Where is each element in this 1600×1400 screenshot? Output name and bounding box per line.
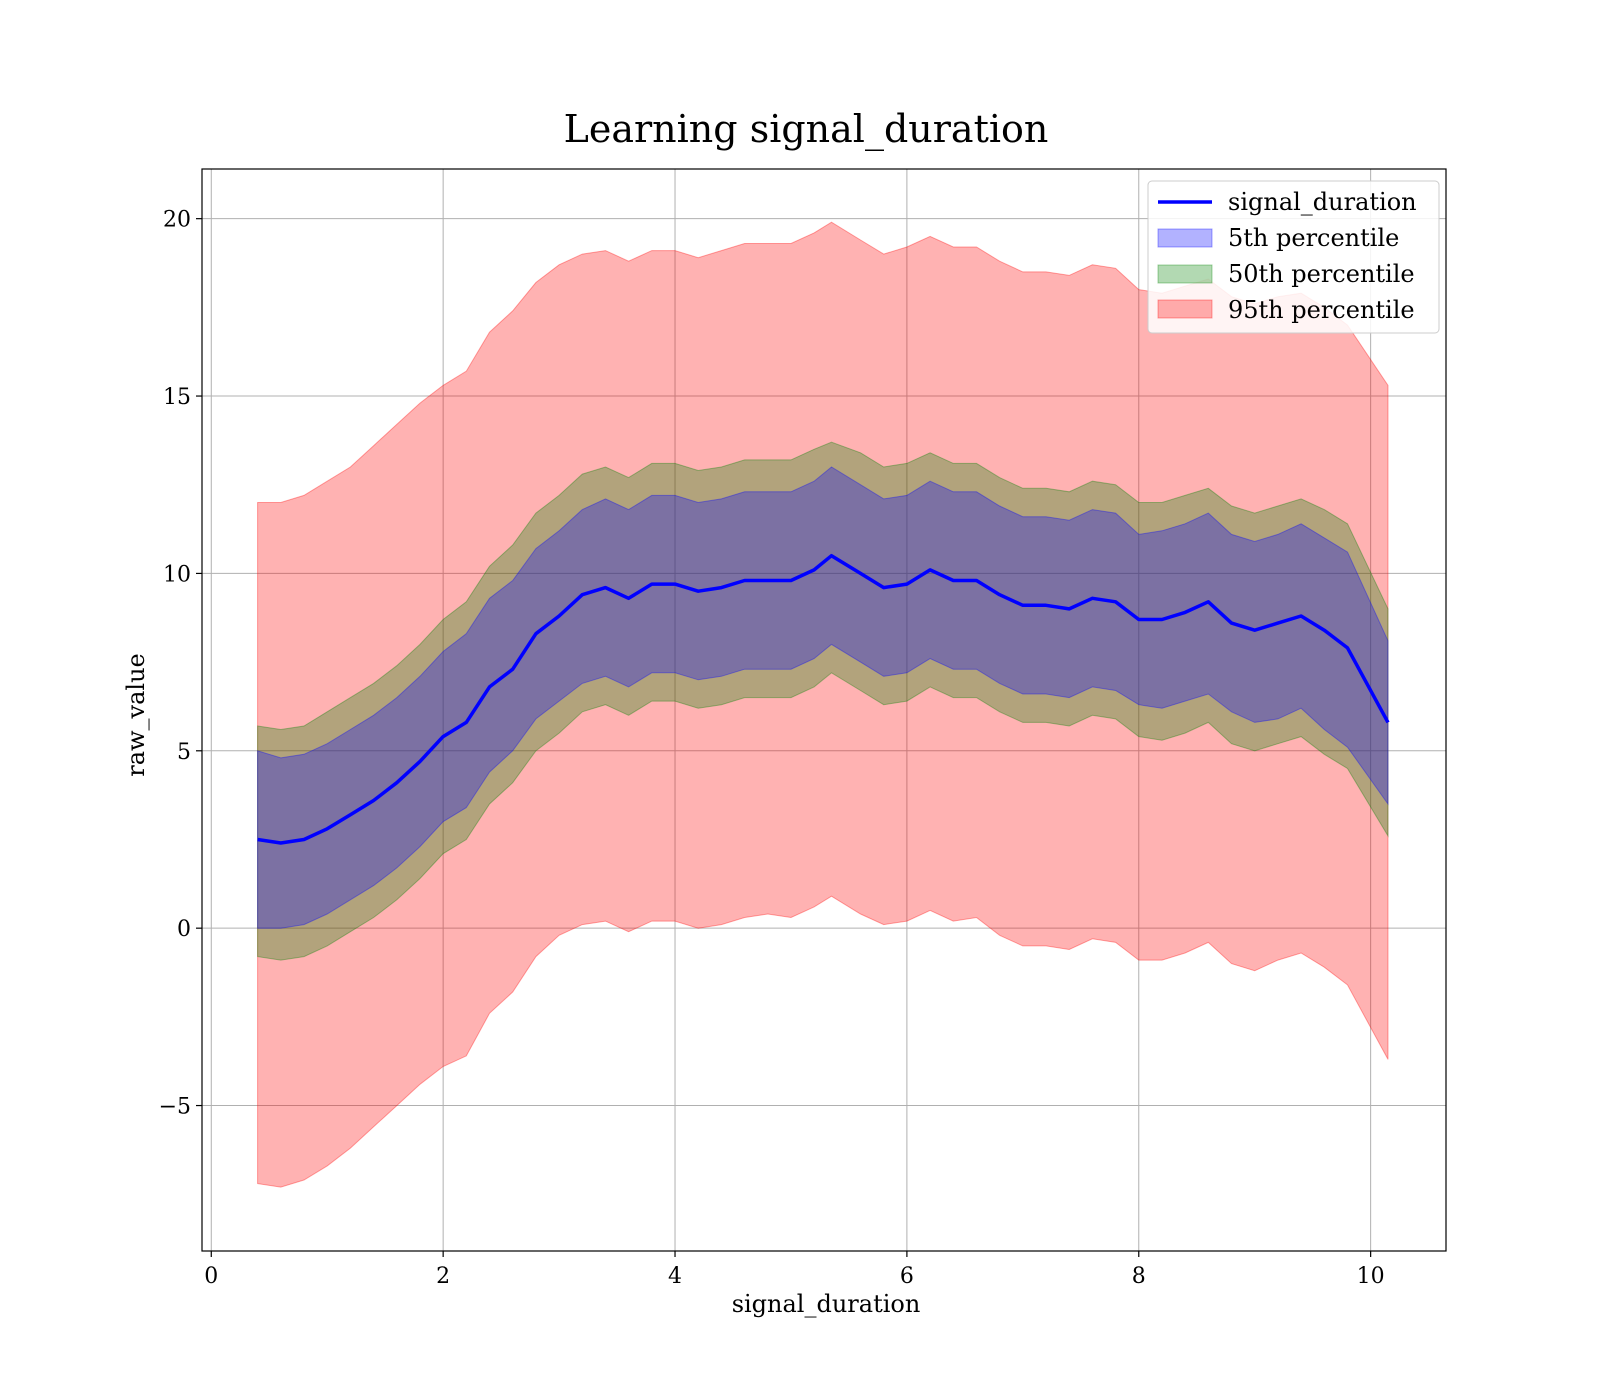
axis-ticks: 0 2 4 6 8 10 −5 0 5 10 15 20 [159, 208, 1385, 1289]
plot-area-frame [201, 168, 1447, 1252]
band-95th-percentile [257, 221, 1389, 1188]
legend-label-signal-duration: signal_duration [1228, 188, 1417, 216]
y-tick-label: 10 [163, 562, 191, 587]
legend-label-50th-percentile: 50th percentile [1228, 260, 1415, 288]
y-tick-label: 15 [163, 385, 191, 410]
y-tick-label: 0 [177, 917, 191, 942]
x-tick-label: 6 [900, 1264, 914, 1289]
legend-label-95th-percentile: 95th percentile [1228, 296, 1415, 324]
chart-title: Learning signal_duration [564, 107, 1049, 152]
band-5th-percentile [257, 466, 1389, 929]
x-tick-label: 4 [668, 1264, 682, 1289]
y-tick-label: 5 [177, 740, 191, 765]
x-tick-label: 10 [1357, 1264, 1385, 1289]
y-axis-label: raw_value [122, 653, 150, 777]
legend-label-5th-percentile: 5th percentile [1228, 224, 1399, 252]
x-tick-label: 0 [204, 1264, 218, 1289]
y-tick-label: 20 [163, 208, 191, 233]
x-axis-label: signal_duration [732, 1290, 921, 1318]
legend-swatch-5th-percentile [1157, 228, 1213, 248]
legend-box [1147, 180, 1440, 334]
legend-swatch-50th-percentile [1157, 264, 1213, 284]
percentile-bands [257, 221, 1389, 1188]
y-tick-label: −5 [159, 1095, 191, 1120]
signal-duration-line [257, 553, 1390, 845]
grid [202, 169, 1446, 1251]
legend-swatch-95th-percentile [1157, 299, 1213, 319]
signal-line-layer [257, 553, 1390, 845]
band-50th-percentile [257, 441, 1389, 961]
x-tick-label: 8 [1132, 1264, 1146, 1289]
legend: signal_duration 5th percentile 50th perc… [1147, 180, 1440, 334]
x-tick-label: 2 [436, 1264, 450, 1289]
